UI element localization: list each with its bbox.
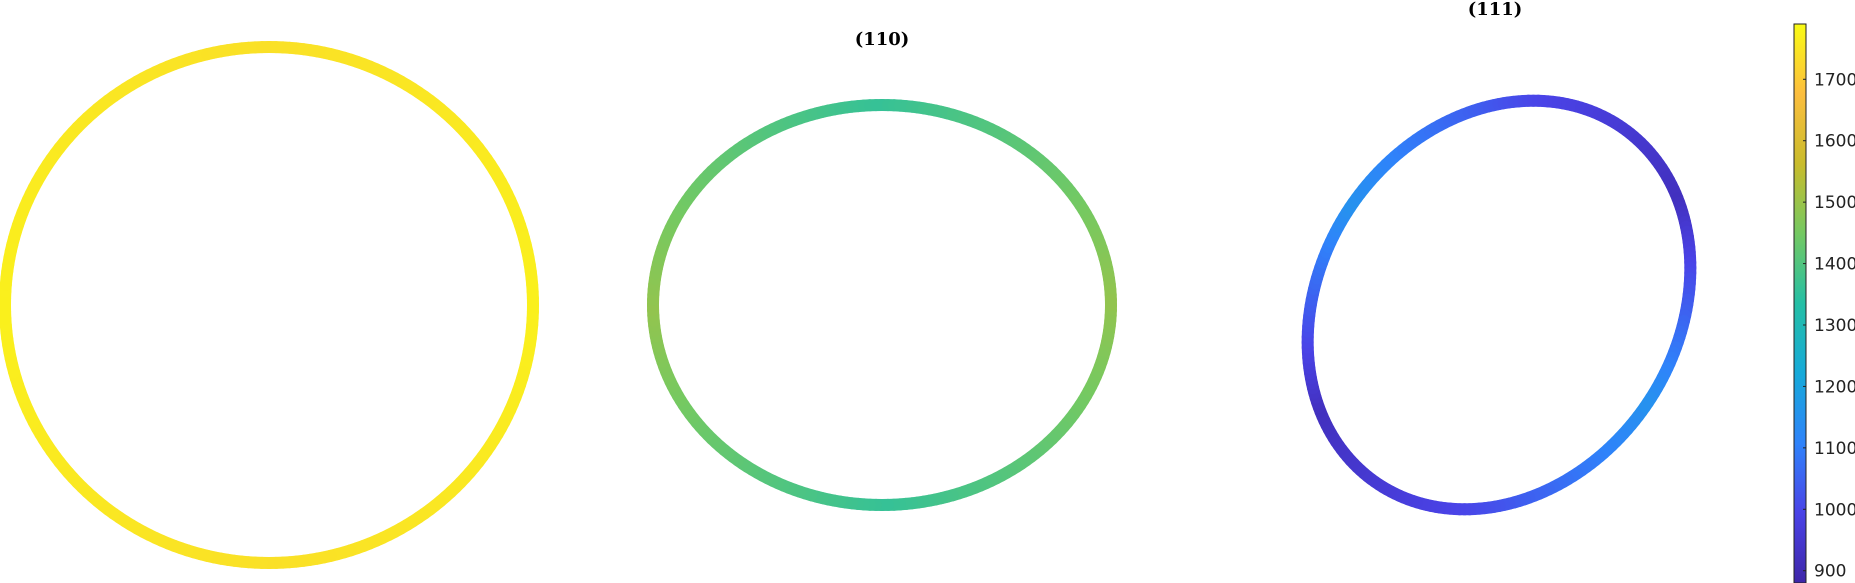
colorbar-tick-label: 1500 (1814, 193, 1855, 213)
colorbar-tick-label: 1600 (1814, 132, 1855, 152)
panel-circle (0, 41, 539, 569)
colorbar-gradient (1793, 23, 1807, 583)
colorbar-tick-label: 1300 (1814, 316, 1855, 336)
panel-111: (111) (1301, 0, 1697, 516)
curve-circle (0, 41, 539, 569)
curve-ellipse-110 (647, 99, 1117, 511)
colorbar: 900 1000 1100 1200 1300 1400 1500 1600 1700 (1793, 23, 1855, 583)
colorbar-tick-label: 1200 (1814, 377, 1855, 397)
panel-title-111: (111) (1468, 0, 1523, 20)
curve-tilted-ellipse-111 (1301, 94, 1697, 516)
panel-110: (110) (647, 29, 1117, 511)
curve-segment (1638, 396, 1654, 414)
colorbar-tick-label: 1000 (1814, 500, 1855, 520)
panel-title-110: (110) (855, 29, 910, 50)
colorbar-tick-label: 900 (1814, 562, 1846, 582)
colorbar-tick-label: 1700 (1814, 70, 1855, 90)
colorbar-tick-label: 1400 (1814, 255, 1855, 275)
colorbar-tick-label: 1100 (1814, 439, 1855, 459)
